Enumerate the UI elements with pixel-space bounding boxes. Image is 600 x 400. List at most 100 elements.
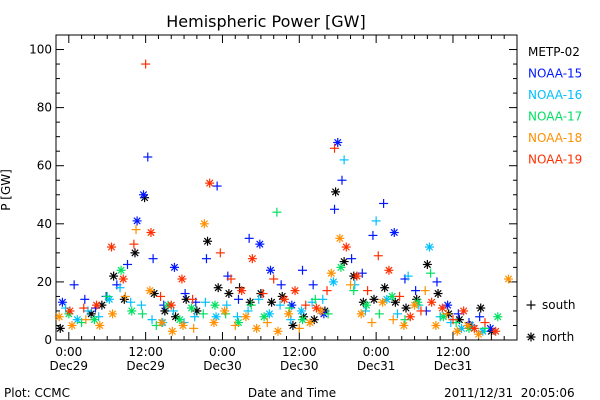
data-point-noaa-16-south — [147, 315, 157, 325]
y-tick-label: 20 — [37, 275, 52, 289]
data-point-noaa-15-south — [122, 259, 132, 269]
legend: METP-02 NOAA-15 NOAA-16 NOAA-17 NOAA-18 NOAA-… — [526, 45, 582, 344]
data-point-noaa-19-north — [205, 178, 215, 188]
data-point-noaa-16-south — [126, 297, 136, 307]
data-point-noaa-19-north — [459, 306, 469, 316]
data-point-noaa-18-north — [178, 320, 188, 330]
data-point-noaa-15-south — [148, 254, 158, 264]
series-metp-02 — [55, 187, 496, 336]
data-point-noaa-15-south — [379, 198, 389, 208]
data-point-noaa-19-north — [469, 323, 479, 333]
data-point-noaa-18-north — [54, 312, 64, 322]
data-point-noaa-16-south — [232, 312, 242, 322]
data-point-noaa-17-south — [246, 300, 256, 310]
data-point-noaa-15-south — [308, 280, 318, 290]
timestamp: 2011/12/31 20:05:06 — [444, 386, 575, 400]
data-point-noaa-17-north — [493, 312, 503, 322]
data-point-noaa-18-south — [230, 320, 240, 330]
x-tick-label-time: 0:00 — [363, 345, 390, 359]
data-point-noaa-16-south — [136, 300, 146, 310]
data-point-noaa-18-north — [157, 318, 167, 328]
data-point-noaa-19-north — [311, 303, 321, 313]
data-point-metp-02-north — [55, 323, 65, 333]
data-point-noaa-19-north — [352, 271, 362, 281]
x-tick-label-date: Dec30 — [203, 359, 242, 373]
data-point-noaa-17-south — [272, 207, 282, 217]
data-point-noaa-19-north — [146, 228, 156, 238]
data-point-noaa-19-north — [341, 242, 351, 252]
data-point-noaa-19-south — [395, 291, 405, 301]
data-point-metp-02-north — [245, 297, 255, 307]
data-point-metp-02-north — [203, 236, 213, 246]
data-point-noaa-19-south — [156, 291, 166, 301]
data-point-noaa-16-north — [296, 306, 306, 316]
data-point-noaa-15-south — [143, 152, 153, 162]
data-point-noaa-19-north — [290, 286, 300, 296]
legend-entry-metp-02: METP-02 — [528, 45, 580, 59]
data-point-noaa-18-north — [252, 323, 262, 333]
y-tick-label: 40 — [37, 217, 52, 231]
data-point-metp-02-north — [160, 306, 170, 316]
data-point-noaa-17-south — [102, 291, 112, 301]
data-point-noaa-17-south — [349, 286, 359, 296]
data-point-noaa-18-north — [378, 297, 388, 307]
series-noaa-17 — [64, 207, 503, 333]
y-axis: 0 20 40 60 80 100 — [29, 34, 517, 347]
x-axis-label: Date and Time — [248, 386, 336, 400]
data-point-noaa-18-north — [199, 219, 209, 229]
data-point-noaa-15-south — [201, 254, 211, 264]
data-point-noaa-18-north — [241, 312, 251, 322]
data-point-noaa-18-north — [356, 309, 366, 319]
data-point-metp-02-north — [433, 289, 443, 299]
data-point-noaa-15-south — [276, 280, 286, 290]
data-point-noaa-16-south — [200, 297, 210, 307]
data-point-noaa-17-north — [116, 265, 126, 275]
data-point-noaa-17-south — [137, 309, 147, 319]
data-point-noaa-18-south — [346, 280, 356, 290]
data-point-noaa-18-south — [262, 318, 272, 328]
data-point-noaa-18-north — [326, 268, 336, 278]
data-point-noaa-18-south — [131, 225, 141, 235]
data-point-noaa-15-north — [389, 228, 399, 238]
data-points — [54, 59, 513, 339]
data-point-metp-02-north — [422, 259, 432, 269]
x-tick-label-time: 12:00 — [282, 345, 317, 359]
data-point-noaa-19-south — [258, 289, 268, 299]
data-point-noaa-17-south — [285, 303, 295, 313]
data-point-noaa-15-south — [475, 312, 485, 322]
data-point-metp-02-north — [213, 283, 223, 293]
data-point-noaa-15-south — [337, 175, 347, 185]
data-point-noaa-18-north — [284, 309, 294, 319]
data-point-noaa-18-north — [167, 326, 177, 336]
legend-symbol-south — [526, 300, 536, 310]
data-point-metp-02-north — [181, 294, 191, 304]
data-point-noaa-17-north — [89, 315, 99, 325]
x-axis: 0:00Dec2912:00Dec290:00Dec3012:00Dec300:… — [50, 35, 518, 373]
x-tick-label-time: 0:00 — [209, 345, 236, 359]
data-point-noaa-19-south — [363, 286, 373, 296]
data-point-noaa-19-south — [269, 274, 279, 284]
data-point-noaa-18-north — [67, 320, 77, 330]
data-point-noaa-18-south — [120, 291, 130, 301]
data-point-noaa-16-south — [254, 294, 264, 304]
data-point-noaa-17-north — [362, 300, 372, 310]
data-point-noaa-18-north — [503, 274, 513, 284]
data-point-noaa-15-south — [80, 294, 90, 304]
data-point-noaa-16-south — [371, 216, 381, 226]
data-point-noaa-15-south — [212, 181, 222, 191]
data-point-noaa-19-south — [373, 251, 383, 261]
data-point-noaa-18-south — [189, 323, 199, 333]
data-point-noaa-17-south — [310, 294, 320, 304]
data-point-noaa-19-north — [247, 254, 257, 264]
x-tick-label-time: 12:00 — [436, 345, 471, 359]
data-point-noaa-19-north — [491, 326, 501, 336]
data-point-noaa-18-south — [294, 323, 304, 333]
data-point-noaa-18-north — [452, 326, 462, 336]
plot-credit: Plot: CCMC — [4, 386, 70, 400]
data-point-noaa-18-south — [81, 315, 91, 325]
y-axis-label: P [GW] — [0, 169, 13, 211]
legend-entry-noaa-17: NOAA-17 — [528, 110, 582, 124]
legend-label-south: south — [542, 298, 576, 312]
data-point-noaa-15-north — [139, 190, 149, 200]
